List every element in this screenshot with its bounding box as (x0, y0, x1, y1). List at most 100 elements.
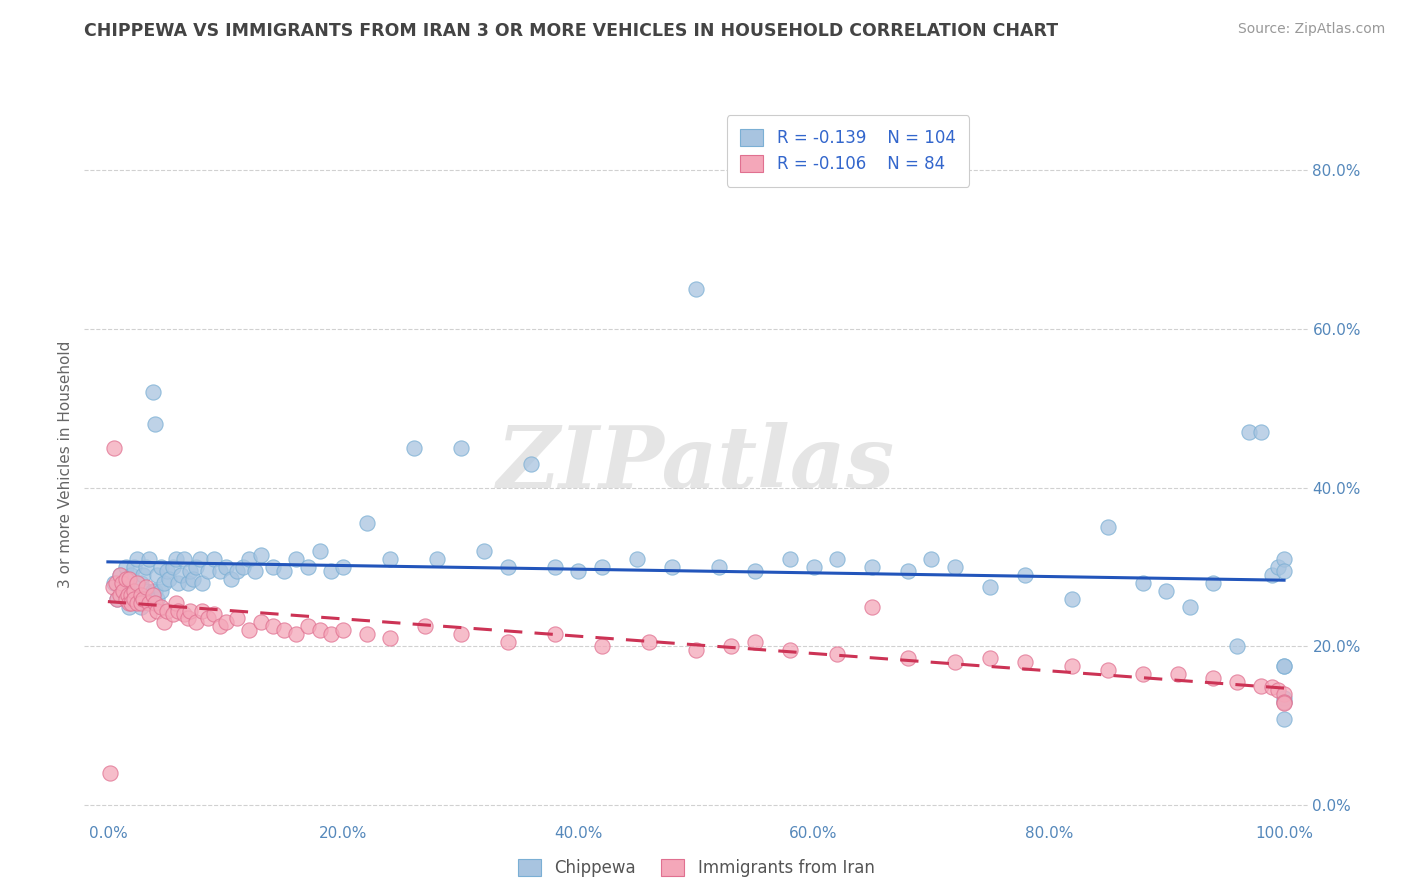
Point (146, 603, 169, 617)
Point (129, 596, 152, 610)
Point (779, 643, 801, 657)
Point (120, 588, 142, 602)
Point (138, 607, 160, 622)
Point (262, 619, 284, 633)
Point (860, 560, 883, 574)
Text: CHIPPEWA VS IMMIGRANTS FROM IRAN 3 OR MORE VEHICLES IN HOUSEHOLD CORRELATION CHA: CHIPPEWA VS IMMIGRANTS FROM IRAN 3 OR MO… (84, 22, 1059, 40)
Point (1272, 690, 1295, 705)
Point (567, 564, 589, 578)
Point (156, 564, 179, 578)
Point (157, 572, 180, 586)
Point (426, 552, 449, 566)
Point (118, 596, 141, 610)
Point (122, 583, 145, 598)
Point (897, 564, 920, 578)
Point (661, 560, 683, 574)
Point (1272, 695, 1295, 709)
Point (143, 596, 166, 610)
Point (1272, 712, 1295, 726)
Point (544, 627, 567, 641)
Point (132, 591, 155, 606)
Point (122, 591, 145, 606)
Point (129, 575, 152, 590)
Point (114, 591, 136, 606)
Point (1261, 681, 1284, 695)
Point (744, 564, 766, 578)
Point (135, 583, 156, 598)
Point (472, 544, 495, 558)
Point (308, 544, 330, 558)
Point (105, 591, 128, 606)
Point (803, 560, 825, 574)
Point (825, 552, 848, 566)
Point (188, 552, 211, 566)
Point (170, 567, 193, 582)
Point (1267, 560, 1289, 574)
Point (744, 635, 766, 649)
Point (146, 567, 169, 582)
Point (184, 560, 207, 574)
Point (297, 560, 319, 574)
Point (238, 552, 260, 566)
Point (720, 639, 742, 653)
Point (129, 588, 152, 602)
Point (332, 624, 354, 638)
Point (153, 615, 176, 630)
Point (179, 603, 201, 617)
Point (496, 560, 519, 574)
Point (1261, 567, 1284, 582)
Point (285, 552, 308, 566)
Point (1202, 575, 1225, 590)
Point (214, 560, 236, 574)
Point (135, 580, 156, 594)
Point (197, 564, 219, 578)
Point (285, 627, 308, 641)
Point (356, 627, 378, 641)
Point (132, 591, 155, 606)
Point (1062, 591, 1084, 606)
Point (262, 560, 284, 574)
Point (591, 560, 613, 574)
Point (135, 560, 156, 574)
Point (638, 635, 661, 649)
Point (208, 619, 231, 633)
Point (221, 572, 243, 586)
Point (332, 560, 354, 574)
Point (117, 588, 139, 602)
Point (156, 603, 179, 617)
Point (1272, 552, 1295, 566)
Point (979, 580, 1001, 594)
Point (943, 655, 966, 669)
Point (138, 591, 160, 606)
Point (232, 560, 254, 574)
Point (167, 575, 190, 590)
Point (142, 385, 165, 400)
Legend: Chippewa, Immigrants from Iran: Chippewa, Immigrants from Iran (510, 852, 882, 884)
Point (181, 572, 204, 586)
Point (103, 575, 125, 590)
Point (1250, 425, 1272, 439)
Point (173, 552, 195, 566)
Point (184, 615, 207, 630)
Point (825, 647, 848, 661)
Point (142, 583, 165, 598)
Point (208, 564, 231, 578)
Point (114, 560, 136, 574)
Point (1272, 687, 1295, 701)
Point (450, 627, 472, 641)
Point (114, 572, 136, 586)
Point (1132, 575, 1154, 590)
Point (226, 564, 249, 578)
Point (1097, 520, 1119, 534)
Point (321, 564, 343, 578)
Point (308, 624, 330, 638)
Point (143, 583, 166, 598)
Point (129, 599, 152, 614)
Point (1156, 583, 1178, 598)
Point (142, 588, 165, 602)
Point (1272, 695, 1295, 709)
Point (860, 599, 883, 614)
Point (111, 583, 134, 598)
Point (149, 583, 172, 598)
Point (153, 575, 176, 590)
